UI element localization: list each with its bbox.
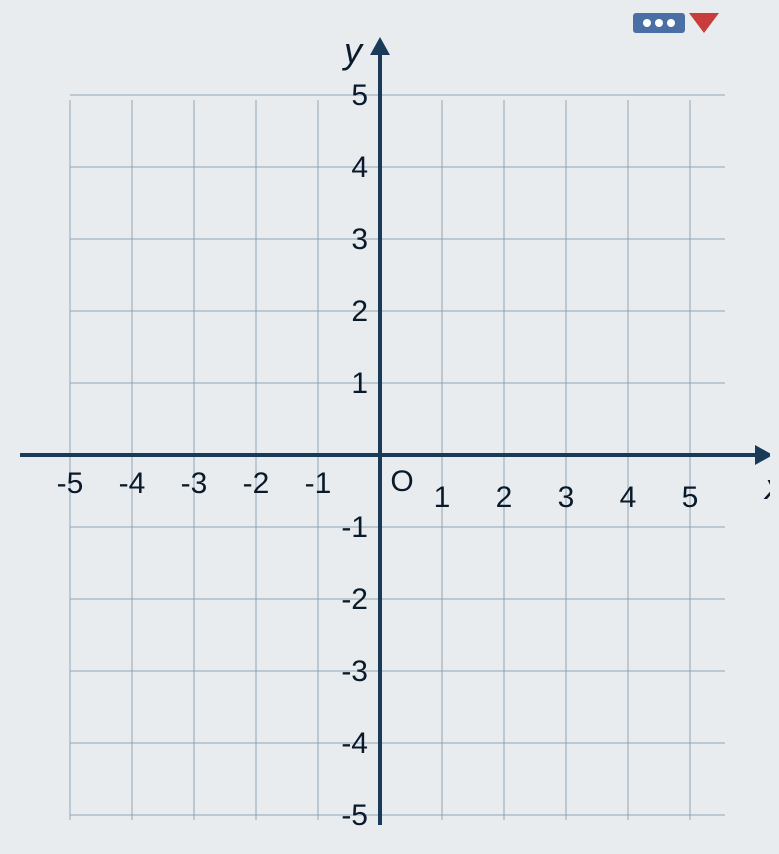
y-tick-label: 2 <box>351 295 368 328</box>
x-tick-label: 3 <box>558 481 575 514</box>
y-tick-label: 5 <box>351 79 368 112</box>
y-tick-label: -3 <box>341 655 368 688</box>
x-tick-label: 2 <box>496 481 513 514</box>
y-tick-label: 1 <box>351 367 368 400</box>
x-tick-label: 4 <box>620 481 637 514</box>
y-tick-label: -5 <box>341 799 368 832</box>
x-tick-label: 5 <box>682 481 699 514</box>
coordinate-grid-chart: -5 -4 -3 -2 -1 1 2 3 4 5 5 4 3 2 1 -1 -2 -3 -4 -5 Oy x <box>10 30 770 845</box>
origin-label: O <box>390 465 413 498</box>
y-axis-label: y <box>341 30 364 71</box>
x-tick-label: -4 <box>119 467 146 500</box>
x-tick-label: -2 <box>243 467 270 500</box>
x-tick-label: -3 <box>181 467 208 500</box>
y-tick-label: -2 <box>341 583 368 616</box>
y-tick-label: 4 <box>351 151 368 184</box>
y-tick-label: -1 <box>341 511 368 544</box>
y-tick-label: -4 <box>341 727 368 760</box>
x-tick-label: -1 <box>305 467 332 500</box>
x-tick-label: -5 <box>57 467 84 500</box>
x-axis-label: x <box>763 466 770 507</box>
y-tick-label: 3 <box>351 223 368 256</box>
x-tick-label: 1 <box>434 481 451 514</box>
